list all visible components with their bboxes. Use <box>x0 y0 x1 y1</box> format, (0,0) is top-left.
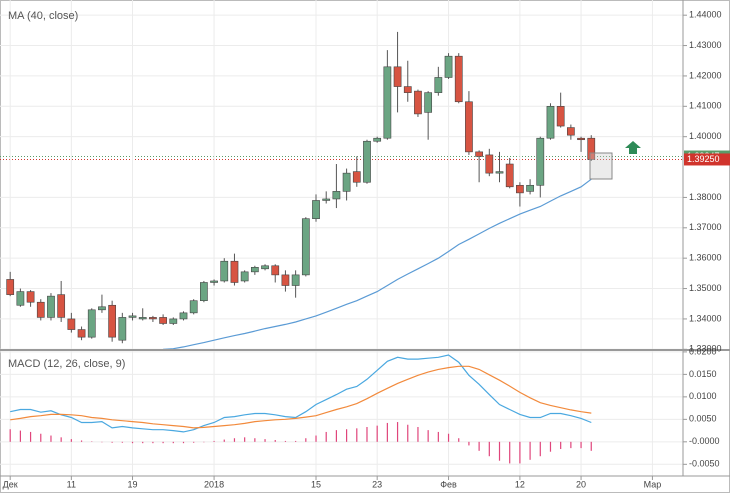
candle-body <box>169 318 178 324</box>
candle-body <box>556 106 565 127</box>
x-tick-label: Мар <box>644 479 662 489</box>
candle-body <box>352 171 361 183</box>
selection-box <box>589 152 613 180</box>
candle-body <box>342 172 351 192</box>
y-tick-label: -0.0000 <box>689 436 720 446</box>
x-tick-label: Дек <box>3 479 18 489</box>
candle-body <box>291 274 300 286</box>
y-tick-label: 0.0050 <box>689 414 717 424</box>
candle-body <box>373 137 382 142</box>
macd-title: MACD (12, 26, close, 9) <box>8 358 125 370</box>
candle-body <box>220 260 229 282</box>
candle-body <box>281 274 290 286</box>
candle-body <box>77 329 86 338</box>
candle-body <box>250 266 259 273</box>
candle-body <box>383 66 392 139</box>
candle-body <box>271 265 280 276</box>
y-tick-label: 1.38000 <box>689 192 722 202</box>
candle-body <box>149 317 157 320</box>
y-tick-label: 1.33000 <box>689 344 722 354</box>
y-tick-label: 1.41000 <box>689 101 722 111</box>
y-tick-label: 1.40000 <box>689 131 722 141</box>
candle-body <box>393 66 402 87</box>
candle-body <box>159 317 167 324</box>
candle-body <box>465 101 473 153</box>
candle-body <box>322 198 331 201</box>
y-tick-label: 1.43000 <box>689 40 722 50</box>
y-tick-label: 1.36000 <box>689 253 722 263</box>
x-tick-label: 23 <box>372 479 382 489</box>
macd-line <box>10 354 592 433</box>
candle-body <box>87 309 96 338</box>
candle-body <box>566 127 575 136</box>
candle-body <box>454 55 463 103</box>
y-tick-label: -0.0050 <box>689 459 720 469</box>
y-tick-label: 0.0200 <box>689 346 717 356</box>
y-tick-label: 1.34000 <box>689 313 722 323</box>
y-tick-label: 0.0150 <box>689 369 717 379</box>
x-tick-label: 2018 <box>204 479 224 489</box>
candle-body <box>403 86 412 93</box>
ma-line <box>163 178 592 350</box>
price-label-bg <box>684 153 730 166</box>
candle-body <box>434 77 443 93</box>
y-tick-label: 0.0100 <box>689 391 717 401</box>
candle-body <box>505 163 514 188</box>
candle-body <box>546 106 555 139</box>
candle-body <box>67 318 76 330</box>
candle-body <box>587 137 596 160</box>
candle-body <box>128 315 137 318</box>
candle-body <box>47 295 55 318</box>
candle-body <box>36 301 45 318</box>
candle-body <box>118 317 127 341</box>
candle-body <box>475 151 483 157</box>
candle-body <box>57 294 66 318</box>
candle-body <box>444 55 453 78</box>
candle-body <box>26 291 35 303</box>
candle-body <box>363 140 371 183</box>
candle-body <box>189 300 198 314</box>
x-tick-label: 15 <box>311 479 321 489</box>
x-tick-label: 12 <box>515 479 525 489</box>
y-tick-label: 1.37000 <box>689 222 722 232</box>
candle-body <box>577 137 585 141</box>
main-title: MA (40, close) <box>8 10 78 22</box>
y-tick-label: 1.44000 <box>689 10 722 20</box>
y-tick-label: 1.42000 <box>689 70 722 80</box>
x-tick-label: 20 <box>576 479 586 489</box>
candle-body <box>495 171 504 174</box>
candle-body <box>98 306 106 311</box>
candle-body <box>516 184 524 194</box>
candle-body <box>138 317 147 320</box>
signal-line <box>10 365 592 429</box>
candle-body <box>179 312 188 320</box>
candle-body <box>332 191 341 200</box>
candle-body <box>536 137 545 186</box>
y-tick-label: 1.35000 <box>689 283 722 293</box>
candle-body <box>312 200 320 219</box>
candle-body <box>230 260 239 283</box>
buy-arrow <box>625 141 641 154</box>
candle-body <box>200 282 208 302</box>
candle-body <box>210 280 218 283</box>
x-tick-label: Фев <box>440 479 457 489</box>
x-tick-label: 11 <box>67 479 76 489</box>
candle-body <box>414 90 422 115</box>
price-label: 1.39250 <box>687 154 720 164</box>
candle-body <box>261 265 269 270</box>
candle-body <box>6 279 15 295</box>
candle-body <box>485 154 494 174</box>
candle-body <box>240 271 249 282</box>
candle-body <box>16 291 25 306</box>
plot <box>6 31 596 464</box>
candle-body <box>301 218 310 276</box>
candle-body <box>108 304 117 338</box>
x-tick-label: 19 <box>128 479 138 489</box>
candle-body <box>424 92 433 113</box>
candle-body <box>526 184 534 192</box>
